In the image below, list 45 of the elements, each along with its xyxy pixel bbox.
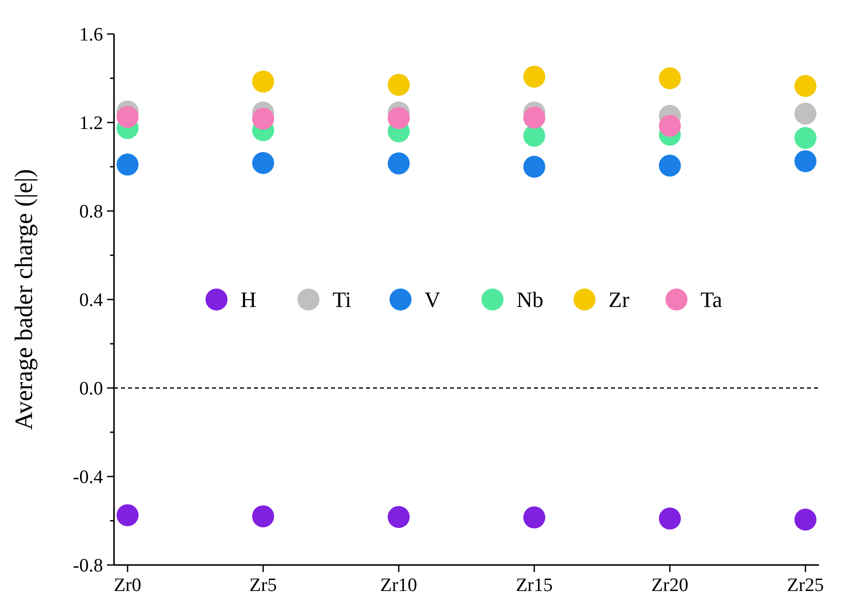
y-axis-title: Average bader charge (|e|) — [11, 169, 38, 430]
x-tick-label: Zr10 — [380, 575, 418, 596]
point — [116, 504, 139, 526]
point — [252, 152, 274, 174]
point — [523, 66, 546, 88]
y-tick-label: 0.8 — [79, 202, 103, 223]
point — [523, 124, 546, 147]
point — [794, 102, 816, 125]
y-tick-label: 0.4 — [79, 290, 104, 312]
point — [523, 106, 546, 129]
legend-label: Ti — [332, 287, 352, 312]
point — [116, 154, 139, 176]
point — [252, 505, 274, 528]
point — [658, 154, 681, 177]
legend-label: Ta — [700, 287, 722, 312]
point — [388, 74, 410, 96]
legend-label: H — [240, 287, 256, 312]
x-tick-label: Zr0 — [114, 575, 142, 596]
point — [116, 106, 139, 128]
y-tick-label: -0.4 — [72, 467, 104, 488]
point — [388, 152, 410, 174]
point — [794, 150, 816, 172]
x-tick-label: Zr25 — [786, 575, 824, 596]
legend-label: Nb — [516, 287, 544, 312]
point — [388, 506, 410, 528]
point — [794, 126, 816, 149]
point — [523, 506, 546, 528]
legend-label: Zr — [608, 287, 630, 312]
point — [658, 508, 681, 530]
y-tick-label: 0.0 — [79, 378, 103, 400]
point — [252, 108, 274, 130]
point — [658, 114, 681, 137]
x-tick-label: Zr5 — [249, 575, 277, 596]
point — [794, 74, 816, 97]
y-tick-label: 1.2 — [79, 113, 103, 134]
y-tick-label: -0.8 — [72, 556, 103, 577]
x-tick-label: Zr20 — [651, 575, 688, 596]
point — [523, 156, 546, 178]
y-tick-label: 1.6 — [79, 24, 103, 46]
legend-label: V — [424, 287, 440, 312]
point — [794, 508, 816, 531]
point — [388, 107, 410, 130]
point — [252, 70, 274, 93]
point — [658, 67, 681, 90]
x-tick-label: Zr15 — [516, 575, 553, 596]
